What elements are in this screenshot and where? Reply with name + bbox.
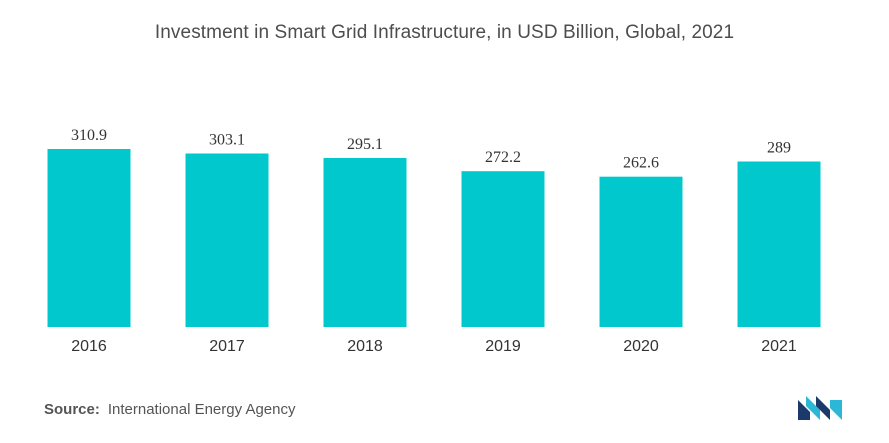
tick-label-2019: 2019	[485, 338, 521, 355]
tick-label-2020: 2020	[623, 338, 659, 355]
chart-title: Investment in Smart Grid Infrastructure,…	[154, 22, 735, 43]
source-label: Source:	[44, 401, 100, 418]
value-label-2017: 303.1	[209, 132, 245, 149]
tick-label-2021: 2021	[761, 338, 797, 355]
value-label-2018: 295.1	[347, 136, 383, 153]
value-label-2020: 262.6	[623, 155, 659, 172]
value-label-2016: 310.9	[71, 127, 107, 144]
bar-2019	[461, 171, 545, 327]
source-line: Source: International Energy Agency	[44, 401, 295, 418]
tick-label-2018: 2018	[347, 338, 383, 355]
mordor-intelligence-logo-icon	[798, 396, 842, 420]
value-label-2019: 272.2	[485, 149, 521, 166]
source-text: International Energy Agency	[107, 401, 296, 418]
bar-2017	[185, 153, 269, 327]
value-label-2021: 289	[767, 140, 791, 157]
tick-label-2016: 2016	[71, 338, 107, 355]
bar-2020	[599, 176, 683, 327]
value-labels-layer: 310.9 303.1 295.1 272.2 262.6 289	[71, 127, 791, 172]
bar-2018	[323, 158, 407, 327]
tick-label-2017: 2017	[209, 338, 245, 355]
tick-labels-layer: 2016 2017 2018 2019 2020 2021	[71, 338, 797, 355]
bars-layer	[47, 149, 821, 327]
bar-2016	[47, 149, 131, 327]
bar-2021	[737, 161, 821, 327]
